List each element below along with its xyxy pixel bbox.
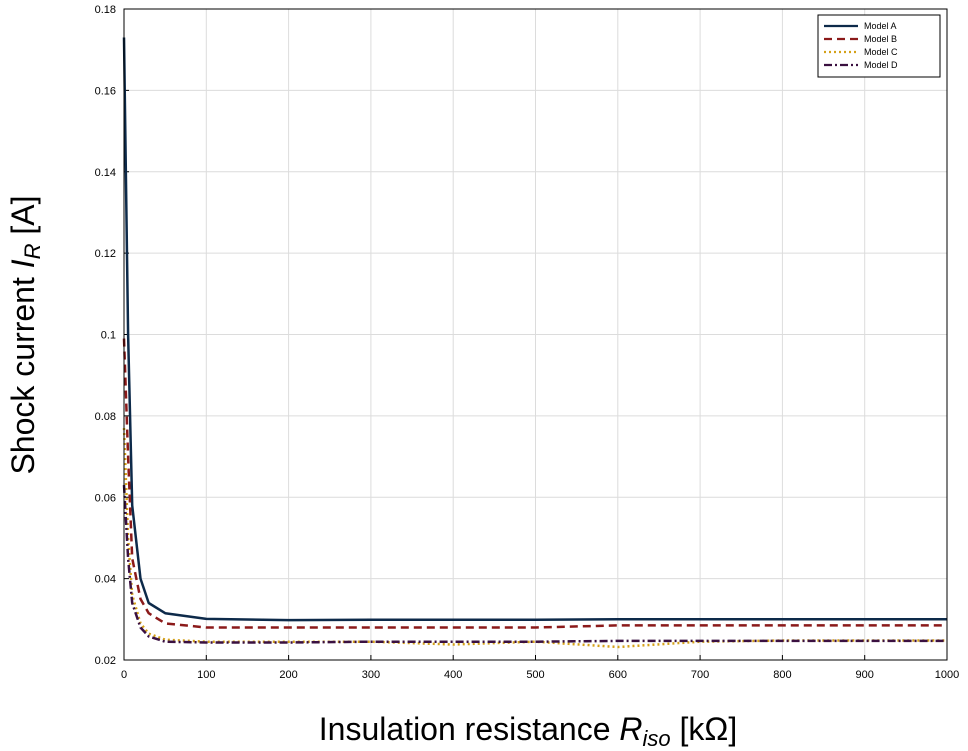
legend-label: Model C — [864, 47, 898, 57]
series-group — [122, 37, 947, 649]
x-tick-label: 200 — [279, 669, 297, 681]
y-tick-label: 0.04 — [95, 574, 116, 586]
y-axis-label-unit: [A] — [5, 195, 41, 243]
plot-area-frame — [123, 8, 948, 661]
y-axis-label: Shock current IR [A] — [5, 195, 45, 474]
legend-label: Model A — [864, 21, 897, 31]
x-tick-label: 0 — [121, 669, 127, 681]
y-tick-labels: 0.02 0.04 0.06 0.08 0.1 0.12 0.14 0.16 0.18 — [95, 4, 116, 667]
series-line-model-b — [122, 338, 947, 629]
x-tick-label: 1000 — [935, 669, 959, 681]
y-tick-label: 0.12 — [95, 248, 116, 260]
y-axis-label-sub: R — [20, 243, 45, 259]
x-tick-label: 100 — [197, 669, 215, 681]
y-tick-label: 0.08 — [95, 411, 116, 423]
legend-label: Model D — [864, 60, 898, 70]
x-tick-label: 500 — [526, 669, 544, 681]
y-axis-label-main: Shock current — [5, 268, 41, 474]
x-axis-label-unit: [kΩ] — [671, 711, 738, 747]
x-axis-label-var: R — [619, 711, 642, 747]
series-line-model-d — [122, 484, 947, 644]
x-axis-label: Insulation resistance Riso [kΩ] — [319, 711, 737, 751]
legend-label: Model B — [864, 34, 897, 44]
series-line-model-a — [122, 37, 947, 622]
x-tick-label: 300 — [362, 669, 380, 681]
x-tick-label: 800 — [773, 669, 791, 681]
x-tick-label: 400 — [444, 669, 462, 681]
x-tick-label: 900 — [856, 669, 874, 681]
y-axis-label-var: I — [5, 259, 41, 268]
y-tick-label: 0.1 — [101, 330, 116, 342]
x-tick-labels: 0 100 200 300 400 500 600 700 800 900 1000 — [121, 669, 959, 681]
y-tick-label: 0.14 — [95, 167, 116, 179]
x-axis-label-sub: iso — [643, 726, 671, 751]
y-tick-label: 0.16 — [95, 85, 116, 97]
grid — [123, 8, 948, 661]
x-tick-label: 700 — [691, 669, 709, 681]
legend: Model A Model B Model C Model D — [817, 14, 941, 78]
y-tick-label: 0.02 — [95, 655, 116, 667]
x-axis-label-main: Insulation resistance — [319, 711, 620, 747]
y-tick-label: 0.06 — [95, 492, 116, 504]
y-tick-label: 0.18 — [95, 4, 116, 16]
x-tick-label: 600 — [609, 669, 627, 681]
